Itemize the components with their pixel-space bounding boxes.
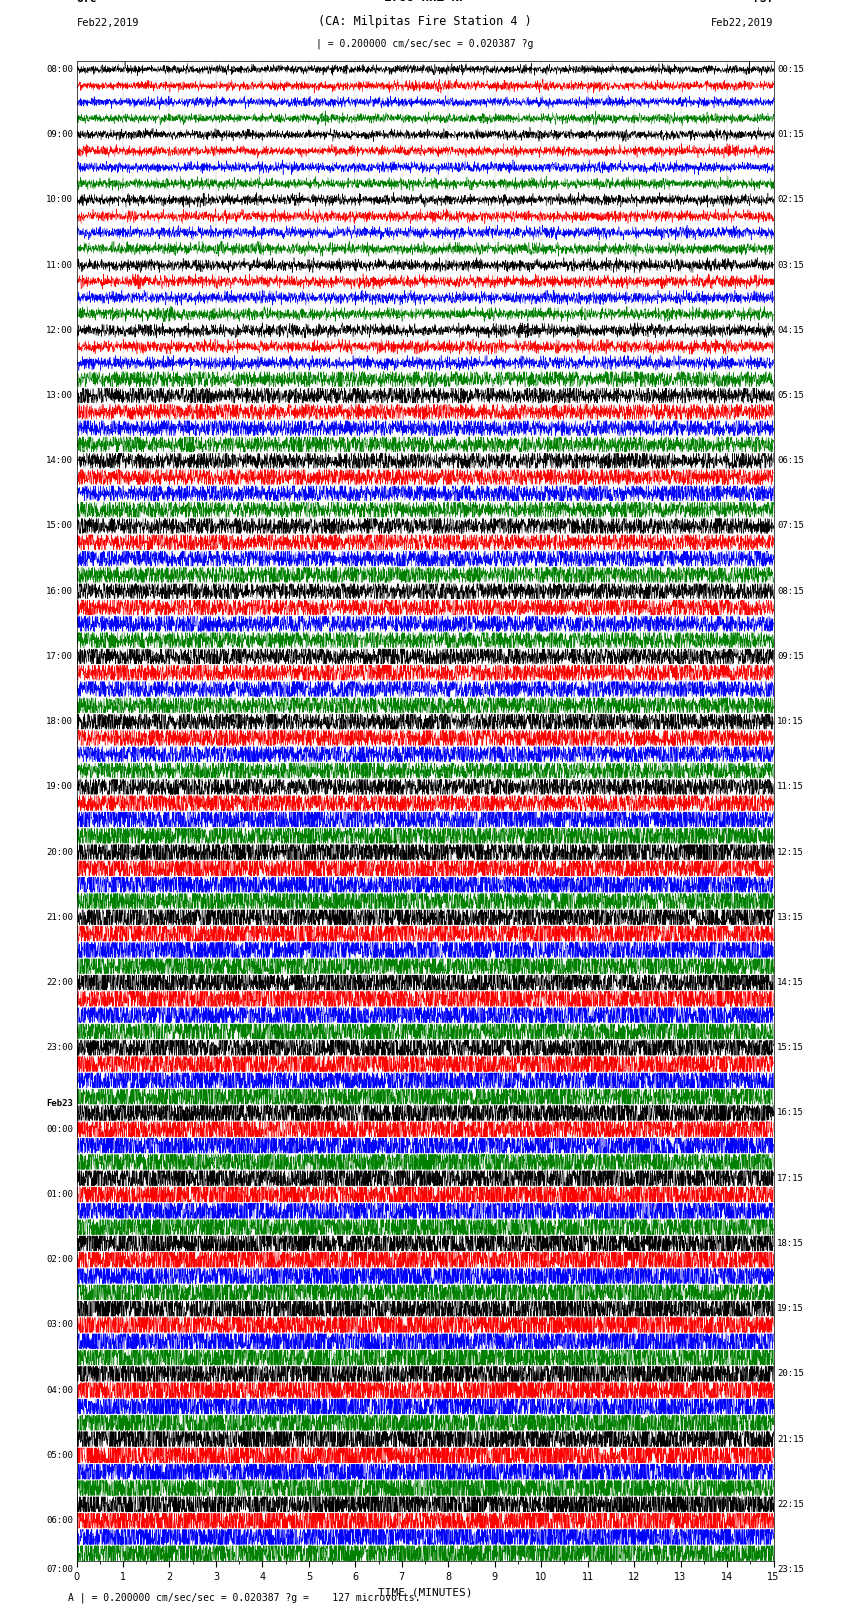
Text: 18:00: 18:00 xyxy=(46,718,73,726)
Text: 10:00: 10:00 xyxy=(46,195,73,205)
Text: 1788 HHZ NP: 1788 HHZ NP xyxy=(383,0,467,5)
Text: 15:15: 15:15 xyxy=(777,1044,804,1052)
Text: 13:15: 13:15 xyxy=(777,913,804,921)
Text: 12:00: 12:00 xyxy=(46,326,73,336)
Text: Feb22,2019: Feb22,2019 xyxy=(76,18,139,29)
Text: 16:00: 16:00 xyxy=(46,587,73,595)
Text: 06:15: 06:15 xyxy=(777,456,804,465)
Text: 20:00: 20:00 xyxy=(46,847,73,857)
Text: 20:15: 20:15 xyxy=(777,1369,804,1379)
Text: A | = 0.200000 cm/sec/sec = 0.020387 ?g =    127 microvolts.: A | = 0.200000 cm/sec/sec = 0.020387 ?g … xyxy=(68,1592,421,1603)
Text: Feb22,2019: Feb22,2019 xyxy=(711,18,774,29)
Text: 08:15: 08:15 xyxy=(777,587,804,595)
Text: 17:15: 17:15 xyxy=(777,1174,804,1182)
Text: Feb23: Feb23 xyxy=(46,1100,73,1108)
Text: 16:15: 16:15 xyxy=(777,1108,804,1118)
Text: PST: PST xyxy=(753,0,774,5)
Text: 07:15: 07:15 xyxy=(777,521,804,531)
Text: 23:00: 23:00 xyxy=(46,1044,73,1052)
X-axis label: TIME (MINUTES): TIME (MINUTES) xyxy=(377,1587,473,1597)
Text: 01:15: 01:15 xyxy=(777,131,804,139)
Text: 14:15: 14:15 xyxy=(777,977,804,987)
Text: 15:00: 15:00 xyxy=(46,521,73,531)
Text: 02:00: 02:00 xyxy=(46,1255,73,1265)
Text: 09:15: 09:15 xyxy=(777,652,804,661)
Text: 19:15: 19:15 xyxy=(777,1305,804,1313)
Text: 17:00: 17:00 xyxy=(46,652,73,661)
Text: 04:15: 04:15 xyxy=(777,326,804,336)
Text: UTC: UTC xyxy=(76,0,97,5)
Text: 01:00: 01:00 xyxy=(46,1190,73,1198)
Text: 18:15: 18:15 xyxy=(777,1239,804,1248)
Text: 14:00: 14:00 xyxy=(46,456,73,465)
Text: 22:15: 22:15 xyxy=(777,1500,804,1508)
Text: | = 0.200000 cm/sec/sec = 0.020387 ?g: | = 0.200000 cm/sec/sec = 0.020387 ?g xyxy=(316,39,534,50)
Text: 00:15: 00:15 xyxy=(777,65,804,74)
Text: 12:15: 12:15 xyxy=(777,847,804,857)
Text: 11:15: 11:15 xyxy=(777,782,804,792)
Text: 05:15: 05:15 xyxy=(777,390,804,400)
Text: (CA: Milpitas Fire Station 4 ): (CA: Milpitas Fire Station 4 ) xyxy=(318,15,532,29)
Text: 13:00: 13:00 xyxy=(46,390,73,400)
Text: 21:00: 21:00 xyxy=(46,913,73,921)
Text: 11:00: 11:00 xyxy=(46,261,73,269)
Text: 22:00: 22:00 xyxy=(46,977,73,987)
Text: 23:15: 23:15 xyxy=(777,1565,804,1574)
Text: 06:00: 06:00 xyxy=(46,1516,73,1526)
Text: 21:15: 21:15 xyxy=(777,1434,804,1444)
Text: 08:00: 08:00 xyxy=(46,65,73,74)
Text: 19:00: 19:00 xyxy=(46,782,73,792)
Text: 10:15: 10:15 xyxy=(777,718,804,726)
Text: 05:00: 05:00 xyxy=(46,1452,73,1460)
Text: 03:15: 03:15 xyxy=(777,261,804,269)
Text: 07:00: 07:00 xyxy=(46,1565,73,1574)
Text: 03:00: 03:00 xyxy=(46,1321,73,1329)
Text: 00:00: 00:00 xyxy=(46,1124,73,1134)
Text: 04:00: 04:00 xyxy=(46,1386,73,1395)
Text: 09:00: 09:00 xyxy=(46,131,73,139)
Text: 02:15: 02:15 xyxy=(777,195,804,205)
